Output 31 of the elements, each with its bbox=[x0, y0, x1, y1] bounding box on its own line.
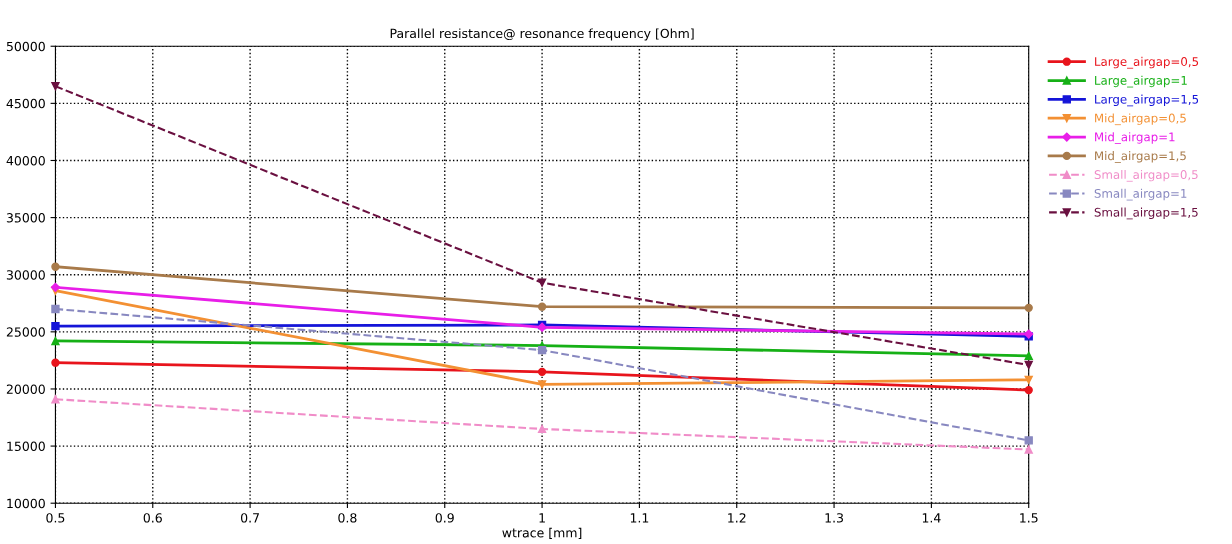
y-tick-label: 25000 bbox=[6, 327, 45, 337]
y-tick-label: 15000 bbox=[7, 441, 45, 452]
x-tick-label: 1.1 bbox=[630, 513, 649, 523]
legend-label: Large_airgap=1,5 bbox=[1095, 94, 1199, 107]
x-tick-label: 0.8 bbox=[338, 513, 357, 523]
y-tick-label: 40000 bbox=[6, 155, 45, 166]
x-tick-label: 1 bbox=[539, 513, 545, 523]
y-tick-label: 50000 bbox=[6, 41, 45, 52]
x-tick-label: 0.9 bbox=[435, 513, 454, 523]
legend-label: Mid_airgap=0,5 bbox=[1095, 113, 1186, 126]
legend-label: Small_airgap=1,5 bbox=[1094, 207, 1198, 220]
x-tick-label: 0.7 bbox=[240, 513, 259, 523]
y-tick-label: 10000 bbox=[7, 498, 45, 509]
y-tick-label: 45000 bbox=[6, 98, 45, 109]
x-tick-label: 1.3 bbox=[825, 513, 843, 523]
y-tick-label: 30000 bbox=[6, 270, 45, 280]
chart-title: Parallel resistance@ resonance frequency [Ohm] bbox=[390, 28, 694, 41]
legend-label: Small_airgap=0,5 bbox=[1094, 169, 1198, 182]
x-tick-label: 1.4 bbox=[922, 513, 941, 523]
legend-label: Large_airgap=0,5 bbox=[1095, 56, 1199, 69]
x-tick-label: 0.5 bbox=[46, 513, 65, 523]
y-tick-label: 20000 bbox=[6, 384, 45, 394]
legend-label: Mid_airgap=1,5 bbox=[1095, 151, 1186, 163]
legend-label: Large_airgap=1 bbox=[1095, 75, 1187, 88]
x-tick-label: 1.5 bbox=[1020, 513, 1038, 523]
legend-label: Mid_airgap=1 bbox=[1095, 132, 1175, 144]
legend-label: Small_airgap=1 bbox=[1094, 188, 1187, 201]
x-axis-title: wtrace [mm] bbox=[502, 527, 582, 539]
x-tick-label: 0.6 bbox=[143, 513, 162, 523]
x-tick-label: 1.2 bbox=[728, 513, 746, 523]
y-tick-label: 35000 bbox=[6, 213, 45, 223]
